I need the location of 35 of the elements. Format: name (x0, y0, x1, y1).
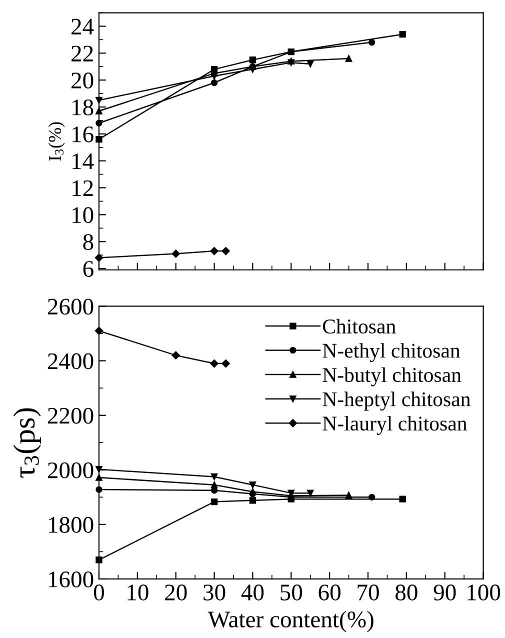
legend-label: Chitosan (322, 318, 396, 334)
x-tick-label: 40 (241, 584, 264, 600)
legend-label: N-lauryl chitosan (322, 416, 467, 435)
y-tick-label: 20 (72, 72, 94, 88)
x-tick-label: 80 (396, 584, 418, 600)
y-tick-label: 2600 (48, 298, 94, 315)
x-tick-label: 30 (204, 584, 226, 600)
legend-label: N-butyl chitosan (322, 367, 462, 386)
y-tick-label: 18 (72, 99, 94, 116)
x-tick-label: 50 (280, 584, 302, 600)
y-tick-label: 2000 (48, 462, 94, 478)
y-tick-label: 22 (72, 46, 93, 62)
y-tick-label: 1800 (48, 516, 94, 533)
legend-label: N-ethyl chitosan (322, 343, 460, 362)
x-tick-label: 60 (318, 584, 340, 600)
x-tick-label: 10 (128, 584, 148, 600)
x-tick-label: 20 (165, 584, 187, 600)
y-tick-label: 8 (83, 234, 94, 250)
y-tick-label: 10 (72, 207, 94, 224)
y-tick-label: 16 (72, 126, 94, 142)
y-tick-label: 2400 (48, 353, 94, 370)
y-tick-label: 2200 (48, 408, 94, 424)
x-tick-label: 100 (468, 584, 500, 600)
y-axis-title: τ$_{3}$(ps) (13, 408, 41, 478)
y-axis-title: I$_{3}$(%) (48, 122, 65, 161)
x-tick-label: 90 (434, 584, 456, 600)
x-tick-label: 0 (94, 584, 104, 600)
y-tick-label: 1600 (48, 571, 94, 588)
y-tick-label: 24 (72, 18, 94, 34)
x-tick-label: 70 (358, 584, 379, 600)
y-tick-label: 14 (72, 153, 94, 170)
y-tick-label: 12 (72, 180, 93, 196)
y-tick-label: 6 (83, 261, 94, 277)
x-axis-title: Water content(%) (208, 610, 374, 632)
legend-label: N-heptyl chitosan (322, 392, 470, 411)
